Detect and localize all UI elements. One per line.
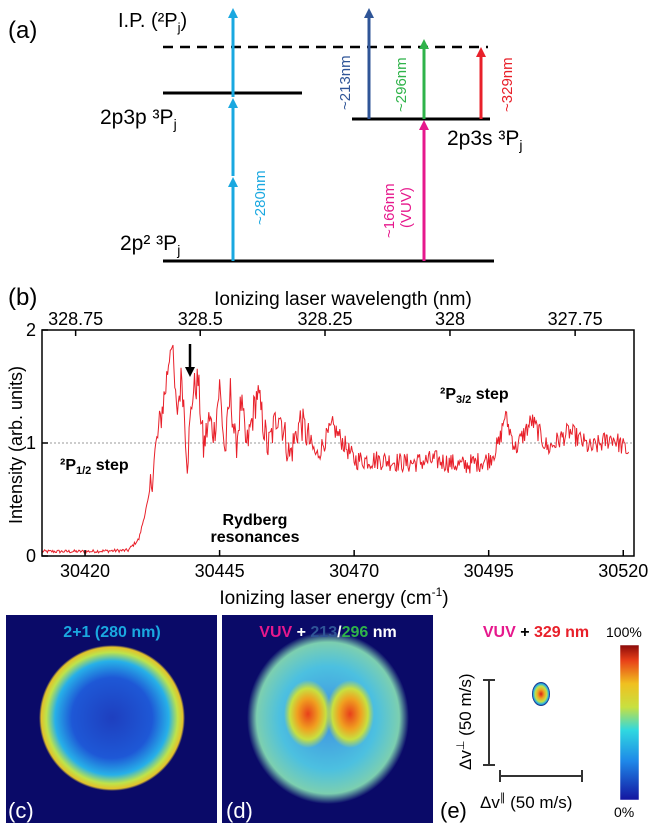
- label-166nm: ~166nm: [381, 183, 398, 238]
- panel-e-label: (e): [440, 798, 467, 823]
- top-tick-label-1: 328.5: [178, 309, 223, 329]
- panel-e-background: [438, 615, 656, 823]
- panel-b-label: (b): [8, 284, 37, 311]
- x-tick-label-0: 30420: [60, 561, 110, 581]
- panel-d-title: VUV + 213/296 nm: [259, 624, 396, 641]
- colorbar-max-label: 100%: [606, 624, 642, 640]
- label-2p3s: 2p3s ³Pj: [447, 127, 523, 153]
- panel-c-image-ring: [39, 645, 185, 791]
- y-tick-label-1: 1: [26, 433, 36, 453]
- top-tick-label-4: 327.75: [548, 309, 603, 329]
- top-tick-label-2: 328.25: [297, 309, 352, 329]
- annotation-resonances: resonances: [211, 529, 300, 546]
- panel-c-title: 2+1 (280 nm): [63, 624, 160, 641]
- panel-c-label: (c): [8, 798, 34, 823]
- x-tick-label-1: 30445: [195, 561, 245, 581]
- x-tick-label-3: 30495: [464, 561, 514, 581]
- x-tick-label-2: 30470: [329, 561, 379, 581]
- top-tick-label-0: 328.75: [48, 309, 103, 329]
- y-axis-title: Intensity (arb. units): [6, 366, 26, 524]
- panel-d-hotspot-right: [326, 680, 374, 748]
- scale-label-horizontal: Δv∥ (50 m/s): [480, 792, 572, 812]
- panel-e-title: VUV + 329 nm: [483, 624, 589, 641]
- panel-e-image-spot: [532, 682, 550, 706]
- colorbar-min-label: 0%: [614, 804, 634, 820]
- colorbar: [619, 644, 640, 801]
- label-280nm: ~280nm: [252, 170, 269, 225]
- label-213nm: ~213nm: [337, 55, 354, 110]
- y-tick-label-0: 0: [26, 546, 36, 566]
- top-axis-title: Ionizing laser wavelength (nm): [214, 289, 472, 310]
- panel-d-hotspot-left: [284, 680, 332, 748]
- panel-c: 2+1 (280 nm) (c): [6, 615, 217, 823]
- panel-a-label: (a): [8, 17, 37, 44]
- label-ground: 2p² ³Pj: [120, 232, 180, 258]
- label-vuv: (VUV): [398, 187, 415, 228]
- bottom-axis-title: Ionizing laser energy (cm-1): [219, 585, 448, 609]
- x-tick-label-4: 30520: [598, 561, 648, 581]
- scale-label-vertical: Δv⊥ (50 m/s): [455, 673, 475, 770]
- panel-b: (b) Ionizing laser wavelength (nm) 30420…: [6, 284, 648, 609]
- annotation-p32-step: ²P3/2 step: [440, 386, 509, 406]
- panel-d-label: (d): [226, 798, 253, 823]
- panel-e: VUV + 329 nm Δv⊥ (50 m/s) Δv∥ (50 m/s) 1…: [438, 615, 656, 823]
- spectrum-chart: 30420 30445 30470 30495 30520 0 1 2 328.75 328.5 3…: [26, 309, 648, 581]
- panel-d: VUV + 213/296 nm (d): [222, 615, 433, 823]
- label-2p3p: 2p3p ³Pj: [100, 106, 177, 132]
- label-296nm: ~296nm: [393, 57, 410, 112]
- y-tick-label-2: 2: [26, 320, 36, 340]
- annotation-rydberg: Rydberg: [223, 512, 288, 529]
- top-tick-label-3: 328: [435, 309, 465, 329]
- series-line-0: [41, 344, 630, 554]
- label-ip: I.P. (²Pj): [118, 10, 187, 35]
- panel-a: (a) I.P. (²Pj) 2p3p ³Pj 2p3s ³Pj 2p² ³Pj…: [8, 8, 523, 263]
- label-329nm: ~329nm: [499, 57, 516, 112]
- annotation-p12-step: ²P1/2 step: [60, 457, 129, 477]
